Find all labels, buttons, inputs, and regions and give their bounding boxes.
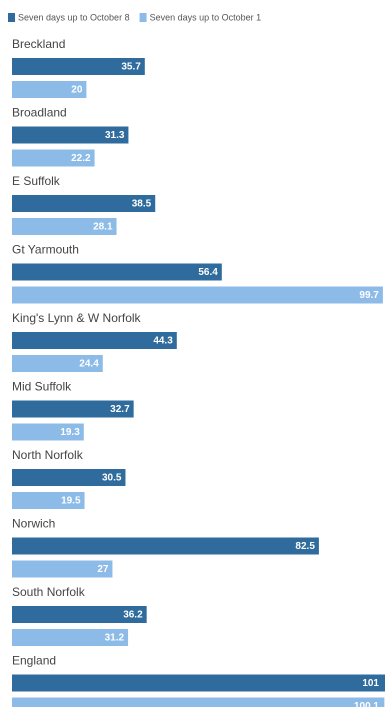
value-label: 31.2 [105,633,125,644]
value-label: 35.7 [121,62,141,73]
value-label: 22.2 [71,153,91,164]
legend-swatch [8,13,15,22]
bar [12,332,177,349]
legend-label: Seven days up to October 8 [18,12,130,22]
bar [12,355,103,372]
value-label: 27 [97,564,109,575]
value-label: 36.2 [123,610,143,621]
bar [12,469,126,486]
value-label: 56.4 [198,267,218,278]
bar [12,58,145,75]
bar [12,81,87,98]
bar [12,423,84,441]
bar [12,195,156,212]
bar [12,697,385,707]
value-label: 44.3 [153,336,173,347]
bar [12,492,85,509]
category-label: E Suffolk [12,174,61,188]
bar [12,263,222,281]
bar [12,606,147,623]
value-label: 30.5 [102,473,122,484]
category-label: King's Lynn & W Norfolk [12,311,142,325]
category-label: Norwich [12,517,55,531]
category-label: Mid Suffolk [12,380,72,394]
category-label: South Norfolk [12,585,86,599]
legend-label: Seven days up to October 1 [150,12,262,22]
category-label: Broadland [12,106,67,120]
value-label: 28.1 [93,222,113,233]
value-label: 32.7 [110,404,130,415]
value-label: 19.3 [60,427,80,438]
category-label: North Norfolk [12,448,84,462]
bar [12,674,385,692]
value-label: 20 [71,85,83,96]
value-label: 19.5 [61,496,81,507]
value-label: 38.5 [132,199,152,210]
category-label: Gt Yarmouth [12,243,79,257]
bar [12,537,319,555]
bar [12,149,95,167]
category-label: Breckland [12,37,65,51]
bar [12,286,383,304]
legend-swatch [139,13,147,22]
bar [12,629,129,646]
category-label: England [12,654,56,668]
bar [12,126,129,144]
value-label: 101 [362,678,379,689]
value-label: 31.3 [105,130,125,141]
value-label: 24.4 [79,359,99,370]
bar [12,218,117,235]
value-label: 82.5 [295,541,315,552]
value-label: 99.7 [359,290,379,301]
bar [12,400,134,418]
value-label: 100.1 [354,701,379,707]
bar [12,560,113,578]
